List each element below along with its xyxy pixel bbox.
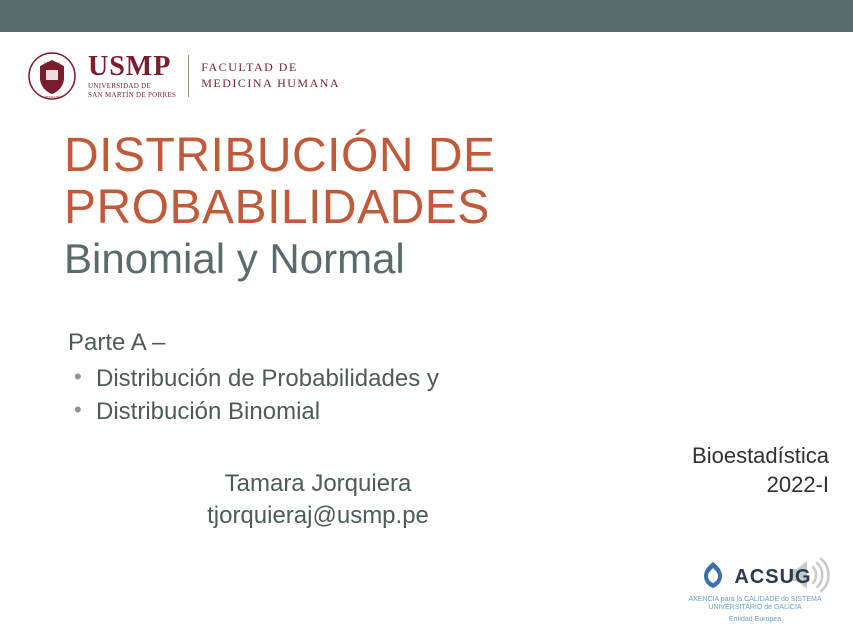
faculty-line1: FACULTAD DE <box>201 60 340 76</box>
author-name: Tamara Jorquiera <box>68 468 568 500</box>
title-block: DISTRIBUCIÓN DE PROBABILIDADES Binomial … <box>64 130 784 282</box>
university-fullname-line1: UNIVERSIDAD DE <box>88 83 176 90</box>
svg-text:LIBERABIT: LIBERABIT <box>43 95 62 99</box>
top-accent-bar <box>0 0 853 32</box>
course-block: Bioestadística 2022-I <box>692 442 829 499</box>
university-logo-block: VERITAS LIBERABIT USMP UNIVERSIDAD DE SA… <box>28 52 340 100</box>
faculty-name-block: FACULTAD DE MEDICINA HUMANA <box>201 60 340 91</box>
divider <box>188 55 189 97</box>
title-subtitle: Binomial y Normal <box>64 236 784 282</box>
university-acronym: USMP <box>88 53 176 81</box>
course-term: 2022-I <box>692 471 829 500</box>
bullet-list: Distribución de Probabilidades y Distrib… <box>68 362 588 429</box>
university-fullname-line2: SAN MARTÍN DE PORRES <box>88 92 176 99</box>
shield-icon: VERITAS LIBERABIT <box>28 52 76 100</box>
acsug-acronym: ACSUG <box>734 565 811 589</box>
acsug-block: ACSUG AXENCIA para la CALIDADE do SISTEM… <box>675 560 835 624</box>
acsug-line2: UNIVERSITARIO de GALICIA <box>675 604 835 612</box>
acsug-line3: Entidad Europea <box>675 616 835 624</box>
author-block: Tamara Jorquiera tjorquieraj@usmp.pe <box>68 468 568 533</box>
author-email: tjorquieraj@usmp.pe <box>68 500 568 532</box>
university-name-block: USMP UNIVERSIDAD DE SAN MARTÍN DE PORRES <box>88 53 176 99</box>
part-label: Parte A – <box>68 326 588 360</box>
svg-text:VERITAS: VERITAS <box>44 61 61 66</box>
list-item: Distribución Binomial <box>68 395 588 429</box>
title-line2: PROBABILIDADES <box>64 182 784 234</box>
acsug-mark-icon <box>698 560 728 593</box>
slide: VERITAS LIBERABIT USMP UNIVERSIDAD DE SA… <box>0 0 853 640</box>
body-block: Parte A – Distribución de Probabilidades… <box>68 326 588 429</box>
course-name: Bioestadística <box>692 442 829 471</box>
faculty-line2: MEDICINA HUMANA <box>201 76 340 92</box>
list-item: Distribución de Probabilidades y <box>68 362 588 396</box>
title-line1: DISTRIBUCIÓN DE <box>64 130 784 182</box>
acsug-logo-row: ACSUG <box>675 560 835 593</box>
acsug-line1: AXENCIA para la CALIDADE do SISTEMA <box>675 596 835 604</box>
